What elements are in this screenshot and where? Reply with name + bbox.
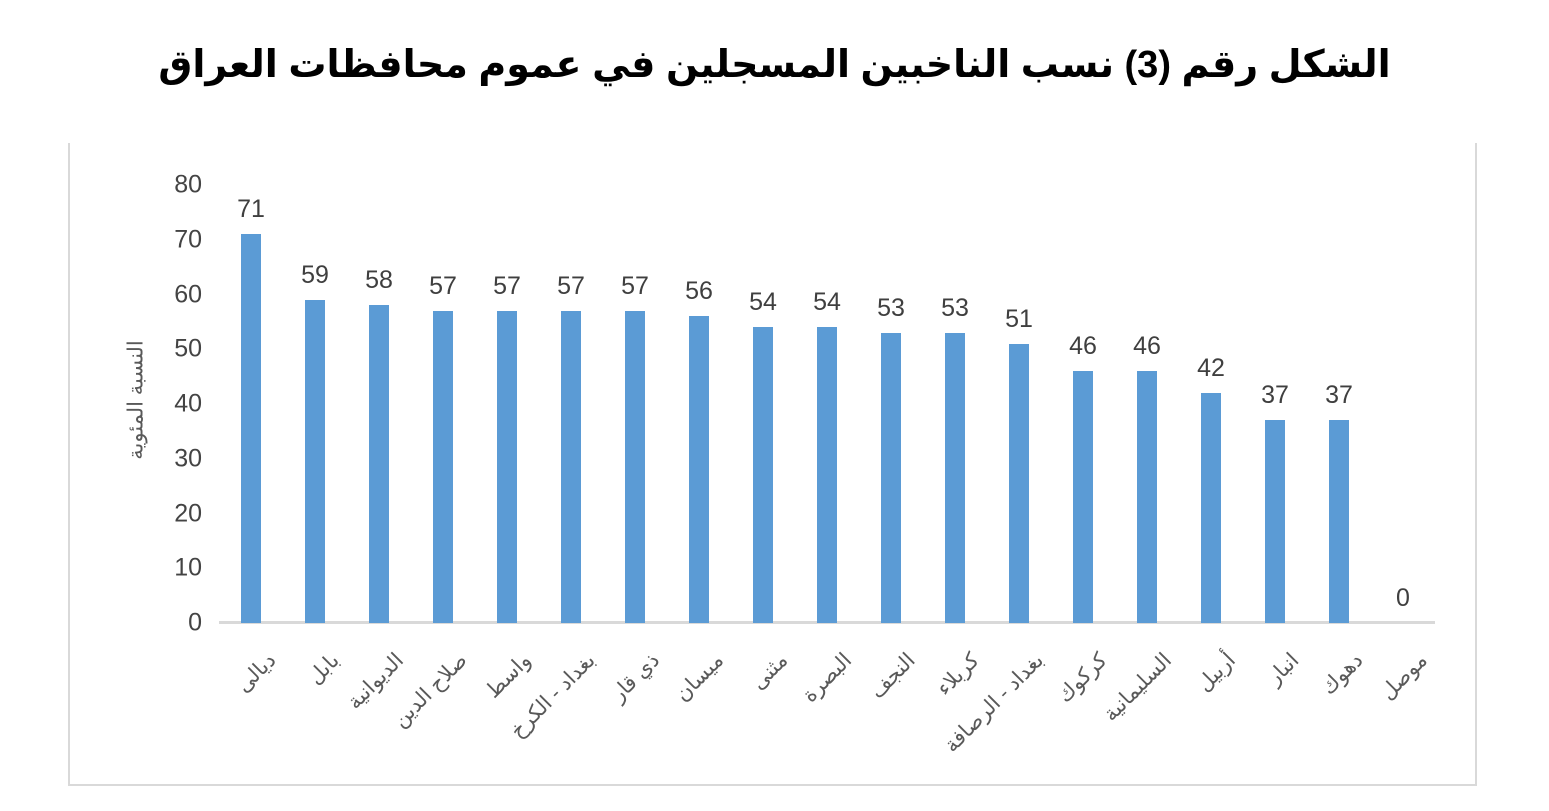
bar: [1265, 420, 1285, 623]
bar-value-label: 57: [429, 271, 457, 300]
bar: [1009, 343, 1029, 623]
y-axis-tick-label: 70: [174, 225, 202, 254]
y-axis-tick-label: 0: [188, 608, 202, 637]
y-axis-tick-label: 80: [174, 170, 202, 199]
x-axis-category-label: واسط: [481, 648, 536, 703]
bar-value-label: 56: [685, 277, 713, 306]
bar-value-label: 53: [877, 293, 905, 322]
bar-value-label: 53: [941, 293, 969, 322]
bar: [241, 234, 261, 623]
bar: [1329, 420, 1349, 623]
bar: [561, 310, 581, 623]
bar: [881, 332, 901, 623]
bar: [1201, 393, 1221, 623]
bar: [945, 332, 965, 623]
x-axis-category-label: كربلاء: [932, 648, 984, 701]
bar: [369, 305, 389, 623]
bar: [817, 327, 837, 623]
bar-value-label: 57: [621, 271, 649, 300]
y-axis-tick-label: 40: [174, 389, 202, 418]
x-axis-category-label: ميسان: [670, 648, 728, 707]
x-axis-category-label: النجف: [865, 648, 920, 704]
bar-value-label: 37: [1325, 381, 1353, 410]
y-axis-tick-label: 60: [174, 280, 202, 308]
x-axis-category-label: موصل: [1376, 648, 1432, 705]
bar-value-label: 59: [301, 260, 329, 289]
bar-value-label: 0: [1396, 584, 1410, 612]
bar: [625, 310, 645, 623]
bar-value-label: 37: [1261, 381, 1289, 410]
x-axis-category-label: بابل: [303, 648, 344, 690]
bar: [433, 310, 453, 623]
bar-value-label: 57: [557, 271, 585, 300]
y-axis-tick-label: 20: [174, 499, 202, 527]
bar-value-label: 46: [1069, 332, 1097, 361]
bar-value-label: 54: [813, 288, 841, 317]
bar-value-label: 51: [1005, 304, 1033, 333]
bar: [1073, 371, 1093, 623]
x-axis-category-label: البصرة: [797, 648, 856, 707]
chart-area: النسبة المئوية 0 10 20 30 40 50 60 70 80 71 59 58 5…: [68, 143, 1477, 786]
x-axis-category-label: ذي قار: [606, 648, 664, 707]
x-axis-category-label: انبار: [1263, 648, 1304, 690]
x-axis-category-label: مثنى: [746, 648, 792, 695]
bar-value-label: 54: [749, 288, 777, 317]
y-axis-tick-label: 30: [174, 444, 202, 473]
bar-value-label: 71: [237, 195, 265, 224]
x-axis-category-label: السليمانية: [1098, 648, 1176, 726]
x-axis-category-label: دهوك: [1317, 648, 1368, 700]
bar: [753, 327, 773, 623]
y-axis-tick-label: 10: [174, 553, 202, 582]
bar-value-label: 57: [493, 271, 521, 300]
bar: [689, 316, 709, 623]
y-axis-tick-label: 50: [174, 334, 202, 363]
bar: [305, 299, 325, 623]
bar-value-label: 58: [365, 266, 393, 295]
bar-value-label: 42: [1197, 354, 1225, 383]
x-axis-category-label: كركوك: [1053, 648, 1112, 708]
bar: [1137, 371, 1157, 623]
x-axis-category-label: أربيل: [1192, 648, 1240, 697]
chart-title: الشكل رقم (3) نسب الناخبين المسجلين في ع…: [158, 44, 1391, 86]
x-axis-category-label: ديالى: [231, 648, 280, 698]
bar: [497, 310, 517, 623]
bar-value-label: 46: [1133, 332, 1161, 361]
